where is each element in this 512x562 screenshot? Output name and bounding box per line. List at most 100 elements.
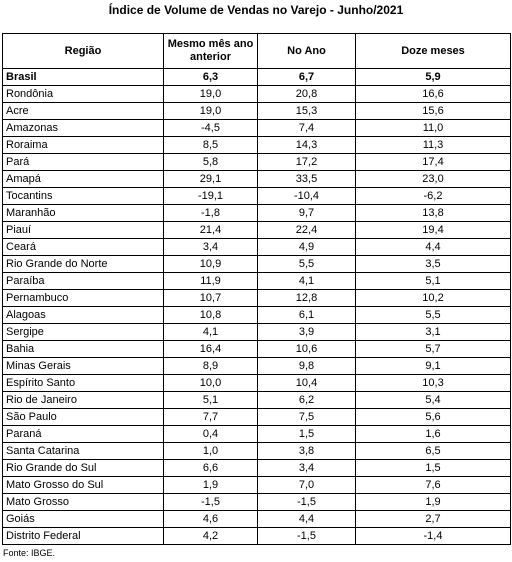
value-cell: 9,8 <box>257 357 356 375</box>
region-cell: Rio Grande do Norte <box>2 255 164 273</box>
value-cell: 19,4 <box>355 221 511 239</box>
region-cell: Pernambuco <box>2 289 164 307</box>
value-cell: 8,5 <box>163 136 258 154</box>
region-cell: Roraima <box>2 136 164 154</box>
title: Índice de Volume de Vendas no Varejo - J… <box>108 3 404 17</box>
value-cell: 20,8 <box>257 85 356 103</box>
value-cell: 6,1 <box>257 306 356 324</box>
value-cell: 19,0 <box>163 85 258 103</box>
table-row: Pernambuco 10,7 12,8 10,2 <box>2 289 511 307</box>
table-row: Paraíba 11,9 4,1 5,1 <box>2 272 511 290</box>
region-cell: Paraíba <box>2 272 164 290</box>
value-cell: 6,7 <box>257 68 356 86</box>
value-cell: 2,7 <box>355 510 511 528</box>
column-header: Região <box>2 33 164 69</box>
table-row: São Paulo 7,7 7,5 5,6 <box>2 408 511 426</box>
value-cell: 5,4 <box>355 391 511 409</box>
value-cell: 5,7 <box>355 340 511 358</box>
region-cell: Piauí <box>2 221 164 239</box>
value-cell: 7,0 <box>257 476 356 494</box>
table-row: Minas Gerais 8,9 9,8 9,1 <box>2 357 511 375</box>
value-cell: 5,6 <box>355 408 511 426</box>
region-cell: Bahia <box>2 340 164 358</box>
region-cell: Distrito Federal <box>2 527 164 545</box>
value-cell: 5,5 <box>257 255 356 273</box>
table-row: Pará 5,8 17,2 17,4 <box>2 153 511 171</box>
region-cell: Alagoas <box>2 306 164 324</box>
region-cell: Rio de Janeiro <box>2 391 164 409</box>
value-cell: 15,6 <box>355 102 511 120</box>
header-row: Região Mesmo mês ano anterior No Ano Doze m… <box>2 33 511 69</box>
value-cell: 4,1 <box>163 323 258 341</box>
region-cell: Acre <box>2 102 164 120</box>
table-header: Região Mesmo mês ano anterior No Ano Doze m… <box>2 33 511 69</box>
value-cell: 17,2 <box>257 153 356 171</box>
table-row: Goiás 4,6 4,4 2,7 <box>2 510 511 528</box>
value-cell: 22,4 <box>257 221 356 239</box>
value-cell: 8,9 <box>163 357 258 375</box>
value-cell: 7,7 <box>163 408 258 426</box>
table-row: Amapá 29,1 33,5 23,0 <box>2 170 511 188</box>
value-cell: -10,4 <box>257 187 356 205</box>
region-cell: Minas Gerais <box>2 357 164 375</box>
value-cell: -6,2 <box>355 187 511 205</box>
value-cell: 3,9 <box>257 323 356 341</box>
table-row: Rio de Janeiro 5,1 6,2 5,4 <box>2 391 511 409</box>
value-cell: 6,6 <box>163 459 258 477</box>
value-cell: 10,7 <box>163 289 258 307</box>
value-cell: 13,8 <box>355 204 511 222</box>
table-row: Amazonas -4,5 7,4 11,0 <box>2 119 511 137</box>
value-cell: 1,9 <box>163 476 258 494</box>
value-cell: 7,6 <box>355 476 511 494</box>
region-cell: Tocantins <box>2 187 164 205</box>
value-cell: 5,8 <box>163 153 258 171</box>
region-cell: Maranhão <box>2 204 164 222</box>
value-cell: 11,3 <box>355 136 511 154</box>
table-row: Roraima 8,5 14,3 11,3 <box>2 136 511 154</box>
value-cell: -4,5 <box>163 119 258 137</box>
region-cell: Mato Grosso <box>2 493 164 511</box>
value-cell: 3,5 <box>355 255 511 273</box>
value-cell: 14,3 <box>257 136 356 154</box>
value-cell: 21,4 <box>163 221 258 239</box>
value-cell: 15,3 <box>257 102 356 120</box>
table-row: Bahia 16,4 10,6 5,7 <box>2 340 511 358</box>
column-header: Mesmo mês ano anterior <box>163 33 258 69</box>
value-cell: -1,5 <box>257 493 356 511</box>
value-cell: 5,1 <box>163 391 258 409</box>
value-cell: 11,0 <box>355 119 511 137</box>
value-cell: -1,8 <box>163 204 258 222</box>
table-row: Rio Grande do Norte 10,9 5,5 3,5 <box>2 255 511 273</box>
table-row: Rio Grande do Sul 6,6 3,4 1,5 <box>2 459 511 477</box>
value-cell: 16,6 <box>355 85 511 103</box>
value-cell: 10,6 <box>257 340 356 358</box>
value-cell: 1,6 <box>355 425 511 443</box>
region-cell: Sergipe <box>2 323 164 341</box>
value-cell: 3,1 <box>355 323 511 341</box>
table-row: Ceará 3,4 4,9 4,4 <box>2 238 511 256</box>
region-cell: Ceará <box>2 238 164 256</box>
value-cell: 6,5 <box>355 442 511 460</box>
value-cell: 1,9 <box>355 493 511 511</box>
region-cell: Mato Grosso do Sul <box>2 476 164 494</box>
table-row: Brasil 6,3 6,7 5,9 <box>2 68 511 86</box>
column-header: No Ano <box>257 33 356 69</box>
value-cell: 10,8 <box>163 306 258 324</box>
value-cell: 11,9 <box>163 272 258 290</box>
value-cell: 17,4 <box>355 153 511 171</box>
table-row: Rondônia 19,0 20,8 16,6 <box>2 85 511 103</box>
source-note: Fonte: IBGE. <box>3 548 56 558</box>
value-cell: 10,9 <box>163 255 258 273</box>
value-cell: 4,4 <box>355 238 511 256</box>
value-cell: -1,5 <box>257 527 356 545</box>
value-cell: 4,4 <box>257 510 356 528</box>
table-row: Mato Grosso do Sul 1,9 7,0 7,6 <box>2 476 511 494</box>
region-cell: Amapá <box>2 170 164 188</box>
value-cell: 4,9 <box>257 238 356 256</box>
region-cell: Rondônia <box>2 85 164 103</box>
value-cell: 3,8 <box>257 442 356 460</box>
sales-table: Região Mesmo mês ano anterior No Ano Doze m… <box>2 33 511 545</box>
value-cell: 10,2 <box>355 289 511 307</box>
value-cell: 9,7 <box>257 204 356 222</box>
